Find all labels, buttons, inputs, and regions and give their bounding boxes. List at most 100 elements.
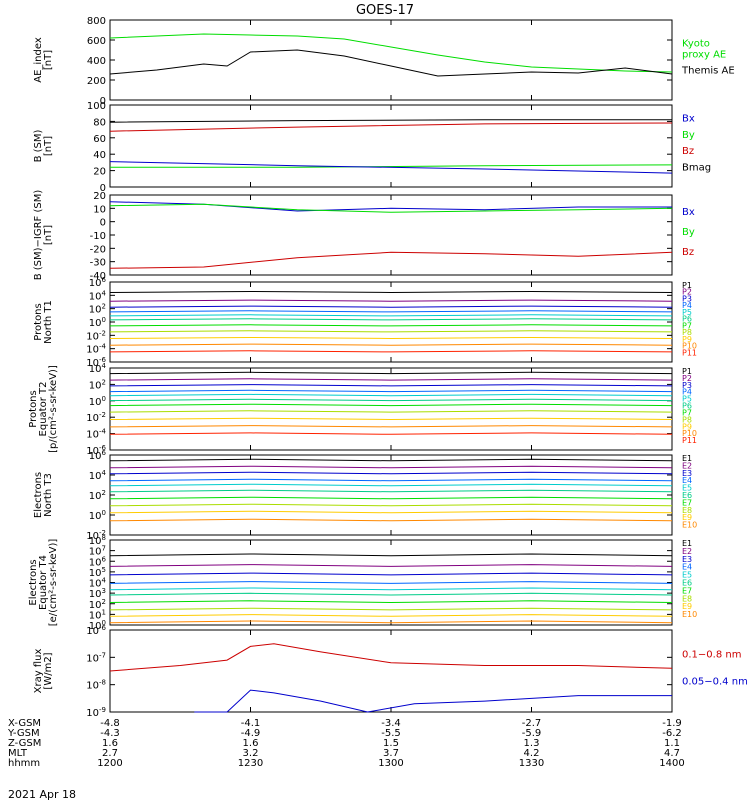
panel-b_sm: B (SM)[nT] 0 20 40 60 80 100 Bx By Bz Bmag bbox=[33, 101, 711, 194]
y-tick-label: 0 bbox=[100, 218, 106, 229]
date-label: 2021 Apr 18 bbox=[8, 788, 76, 800]
legend-label: 0.1−0.8 nm bbox=[682, 649, 741, 660]
series-line bbox=[109, 432, 673, 435]
series-line bbox=[109, 403, 673, 407]
series-line bbox=[109, 607, 673, 611]
legend-label: By bbox=[682, 130, 695, 141]
ephemeris-value: -1.9 bbox=[662, 718, 682, 729]
legend-label: E4 bbox=[682, 476, 692, 485]
legend-label: E9 bbox=[682, 602, 692, 611]
ephemeris-value: -4.1 bbox=[241, 718, 261, 729]
plot-title: GOES-17 bbox=[356, 3, 414, 18]
y-tick-label: -40 bbox=[90, 271, 106, 282]
series-line bbox=[109, 410, 673, 413]
legend-label: P1 bbox=[682, 281, 692, 290]
legend-label: P8 bbox=[682, 415, 692, 424]
series-line bbox=[109, 478, 673, 482]
y-tick-label: 104 bbox=[89, 577, 107, 590]
series-line bbox=[109, 518, 673, 522]
legend-label: 0.05−0.4 nm bbox=[682, 677, 748, 688]
legend-label: P11 bbox=[682, 436, 697, 445]
y-tick-label: 104 bbox=[89, 362, 107, 375]
y-axis-label: ProtonsEquator T2[p/(cm²-s-sr-keV)] bbox=[28, 365, 59, 453]
y-tick-label: 10-4 bbox=[86, 428, 106, 441]
y-tick-label: 102 bbox=[89, 598, 106, 611]
legend-label: E3 bbox=[682, 555, 692, 564]
panel-b_igrf: B (SM)−IGRF (SM)[nT] -40 -30 -20 -10 0 10 20 Bx B… bbox=[33, 190, 695, 282]
legend-label: E4 bbox=[682, 563, 692, 572]
y-tick-label: 10-6 bbox=[86, 356, 106, 369]
series-line bbox=[109, 290, 673, 294]
y-tick-label: 106 bbox=[89, 276, 107, 289]
ephemeris-value: 1400 bbox=[659, 758, 684, 769]
panel-frame bbox=[109, 629, 673, 713]
legend-label: By bbox=[682, 227, 695, 238]
legend-label: P7 bbox=[682, 321, 692, 330]
ephemeris-value: -4.3 bbox=[100, 728, 120, 739]
ephemeris-value: 1.1 bbox=[664, 738, 680, 749]
legend-label: P5 bbox=[682, 308, 692, 317]
legend-label: P6 bbox=[682, 402, 692, 411]
y-tick-label: 102 bbox=[89, 303, 106, 316]
ephemeris-value: -4.8 bbox=[100, 718, 120, 729]
legend-label: P9 bbox=[682, 335, 692, 344]
y-tick-label: 107 bbox=[89, 545, 106, 558]
legend-label: P3 bbox=[682, 294, 692, 303]
series-line bbox=[109, 336, 673, 340]
ephemeris-value: 1330 bbox=[519, 758, 544, 769]
legend-label: P6 bbox=[682, 315, 692, 324]
y-tick-label: 10-4 bbox=[86, 343, 106, 356]
ephemeris-row-label: Z-GSM bbox=[8, 738, 41, 749]
series-line bbox=[109, 483, 673, 487]
legend-label: Bx bbox=[682, 113, 695, 124]
y-tick-label: 0 bbox=[100, 96, 106, 107]
series-line bbox=[109, 389, 673, 393]
legend-label: E7 bbox=[682, 498, 692, 507]
y-axis-label: B (SM)[nT] bbox=[33, 129, 54, 162]
y-tick-label: 600 bbox=[87, 36, 106, 47]
series-line bbox=[109, 620, 673, 624]
ephemeris-row-label: MLT bbox=[8, 748, 28, 759]
y-tick-label: 103 bbox=[89, 587, 106, 600]
series-line bbox=[109, 496, 673, 500]
series-line bbox=[109, 510, 673, 514]
ephemeris-value: 1.5 bbox=[383, 738, 399, 749]
panel-frame bbox=[109, 19, 673, 101]
ephemeris-value: -4.9 bbox=[241, 728, 261, 739]
panel-frame bbox=[109, 104, 673, 188]
legend-label: P7 bbox=[682, 408, 692, 417]
ephemeris-value: 2.7 bbox=[102, 748, 118, 759]
series-line bbox=[109, 572, 673, 576]
y-tick-label: -10 bbox=[90, 231, 106, 242]
series-line bbox=[109, 398, 673, 402]
legend-label: E8 bbox=[682, 506, 692, 515]
ephemeris-value: 1.6 bbox=[102, 738, 118, 749]
y-tick-label: 10-2 bbox=[86, 329, 106, 342]
series-line bbox=[109, 393, 673, 397]
series-line bbox=[109, 471, 673, 475]
ephemeris-value: 1.6 bbox=[243, 738, 259, 749]
series-line bbox=[109, 33, 673, 73]
panel-xray: Xray flux[W/m2] 10-9 10-8 10-7 10-6 0.1−0.8 n… bbox=[33, 624, 748, 719]
y-tick-label: 108 bbox=[89, 534, 106, 547]
y-tick-label: 104 bbox=[89, 289, 107, 302]
series-line bbox=[109, 324, 673, 327]
series-line bbox=[109, 553, 673, 557]
legend-label: E10 bbox=[682, 521, 697, 530]
series-line bbox=[109, 314, 673, 317]
legend-label: Themis AE bbox=[681, 65, 735, 76]
legend-label: E2 bbox=[682, 547, 692, 556]
legend-label: P3 bbox=[682, 381, 692, 390]
panel-ae: AE_index[nT] 0 200 400 600 800 Kyoto proxy AE Th… bbox=[33, 16, 735, 107]
ephemeris-value: -2.7 bbox=[522, 718, 542, 729]
legend-label: Bx bbox=[682, 207, 695, 218]
legend-label: P9 bbox=[682, 422, 692, 431]
series-line bbox=[109, 458, 673, 462]
y-tick-label: 20 bbox=[93, 191, 106, 202]
legend-label: P10 bbox=[682, 342, 697, 351]
panel-frame bbox=[109, 281, 673, 363]
ephemeris-value: 1.3 bbox=[524, 738, 540, 749]
series-line bbox=[109, 119, 672, 123]
